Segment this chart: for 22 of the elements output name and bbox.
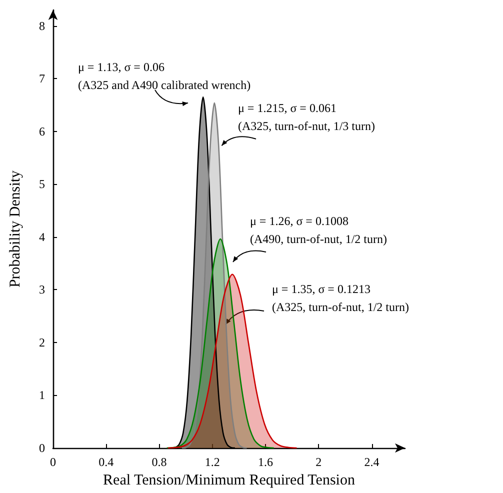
y-tick-label: 1 [39,388,45,402]
x-tick-label: 2 [316,455,322,469]
y-tick-label: 7 [39,72,45,86]
y-tick-label: 3 [39,282,45,297]
y-tick-label: 5 [39,177,45,192]
y-tick-label: 4 [39,230,45,244]
y-tick-label: 0 [39,441,45,455]
x-tick-label: 2.4 [364,455,380,469]
y-tick-label: 6 [39,124,45,138]
y-tick-label: 8 [39,18,45,33]
x-tick-label: 0.8 [152,455,167,469]
y-axis-title: Probability Density [8,170,24,288]
x-tick-label: 1.2 [204,455,220,469]
y-tick-label: 2 [39,335,45,350]
annotation: μ = 1.13, σ = 0.06 (A325 and A490 calibrated wrench) [78,60,251,92]
x-tick-label: 0.4 [98,455,114,469]
annotation: μ = 1.26, σ = 0.1008 (A490, turn-of-nut, 1/2 turn) [250,214,387,246]
x-tick-label: 1.6 [258,455,274,469]
x-tick-label: 0 [50,455,56,469]
annotation: μ = 1.35, σ = 0.1213 (A325, turn-of-nut, 1/2 turn) [272,282,409,314]
annotation: μ = 1.215, σ = 0.061 (A325, turn-of-nut, 1/3 turn) [238,101,375,133]
x-axis-title: Real Tension/Minimum Required Tension [103,472,356,488]
